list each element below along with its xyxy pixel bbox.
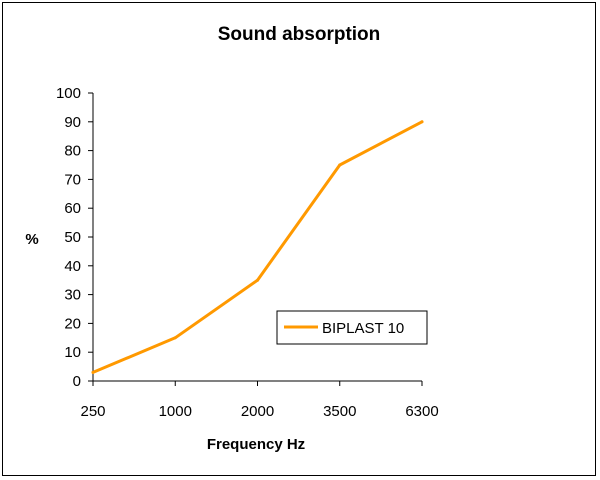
x-axis-ticks: 250 1000 2000 3500 6300 bbox=[80, 381, 439, 420]
y-tick-label: 90 bbox=[64, 114, 81, 131]
y-tick-label: 70 bbox=[64, 171, 81, 188]
data-point bbox=[256, 278, 259, 282]
data-point bbox=[420, 120, 424, 124]
chart-title: Sound absorption bbox=[218, 24, 381, 45]
y-tick-label: 60 bbox=[64, 200, 81, 217]
y-tick-label: 40 bbox=[64, 258, 81, 275]
y-tick-label: 20 bbox=[64, 315, 81, 332]
data-point bbox=[173, 336, 177, 340]
x-tick-label: 6300 bbox=[405, 403, 438, 420]
legend: BIPLAST 10 bbox=[276, 310, 428, 345]
series-layer bbox=[91, 120, 424, 374]
x-tick-label: 2000 bbox=[241, 403, 274, 420]
x-tick-label: 3500 bbox=[323, 403, 356, 420]
chart-frame bbox=[2, 2, 596, 476]
data-point bbox=[338, 163, 342, 167]
legend-label: BIPLAST 10 bbox=[322, 320, 404, 337]
x-tick-label: 250 bbox=[80, 403, 105, 420]
y-axis-label: % bbox=[25, 231, 38, 248]
data-point bbox=[91, 370, 95, 374]
y-tick-label: 100 bbox=[56, 85, 81, 102]
y-tick-label: 50 bbox=[64, 229, 81, 246]
y-axis-ticks: 0 10 20 30 40 50 60 70 80 90 100 bbox=[56, 85, 93, 390]
y-tick-label: 0 bbox=[73, 373, 81, 390]
y-tick-label: 10 bbox=[64, 344, 81, 361]
x-tick-label: 1000 bbox=[159, 403, 192, 420]
y-tick-label: 30 bbox=[64, 287, 81, 304]
x-axis-label: Frequency Hz bbox=[207, 436, 305, 453]
y-tick-label: 80 bbox=[64, 143, 81, 160]
